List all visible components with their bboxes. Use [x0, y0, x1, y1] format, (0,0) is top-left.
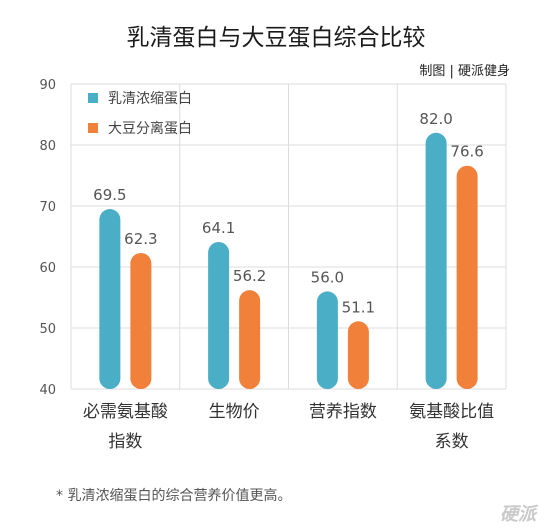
y-tick-label: 40 [39, 383, 56, 398]
bar-whey [99, 209, 121, 389]
legend-swatch [88, 93, 98, 103]
legend-label: 大豆分离蛋白 [108, 120, 192, 137]
bar-soy [239, 290, 261, 389]
bar-value-label: 51.1 [342, 298, 375, 316]
category-label: 氨基酸比值 [409, 402, 494, 422]
legend-label: 乳清浓缩蛋白 [108, 91, 192, 107]
category-label: 必需氨基酸 [83, 402, 168, 422]
watermark: 硬派 [500, 504, 539, 525]
bar-value-label: 62.3 [124, 230, 157, 248]
y-tick-label: 90 [39, 78, 56, 93]
bar-soy [130, 252, 152, 389]
bar-value-label: 69.5 [93, 186, 126, 204]
bar-soy [456, 165, 478, 389]
category-label: 生物价 [209, 402, 260, 422]
legend-swatch [88, 123, 98, 133]
footnote: * 乳清浓缩蛋白的综合营养价值更高。 [56, 487, 291, 504]
bar-value-label: 56.0 [311, 268, 344, 286]
bar-whey [316, 291, 338, 389]
bar-value-label: 64.1 [202, 219, 235, 237]
y-tick-label: 50 [39, 322, 56, 337]
bar-value-label: 56.2 [233, 267, 266, 285]
category-label: 指数 [108, 432, 142, 452]
category-label: 系数 [435, 432, 469, 452]
y-tick-label: 70 [39, 200, 56, 215]
y-tick-label: 80 [39, 139, 56, 154]
chart-credit: 制图 | 硬派健身 [419, 63, 510, 79]
category-label: 营养指数 [309, 402, 377, 422]
chart-title: 乳清蛋白与大豆蛋白综合比较 [127, 25, 426, 51]
bar-layer [99, 132, 478, 390]
y-tick-label: 60 [39, 261, 56, 276]
bar-value-label: 82.0 [419, 110, 452, 128]
bar-whey [208, 241, 230, 389]
bar-soy [347, 321, 369, 389]
bar-value-label: 76.6 [450, 143, 483, 161]
bar-whey [425, 132, 447, 390]
